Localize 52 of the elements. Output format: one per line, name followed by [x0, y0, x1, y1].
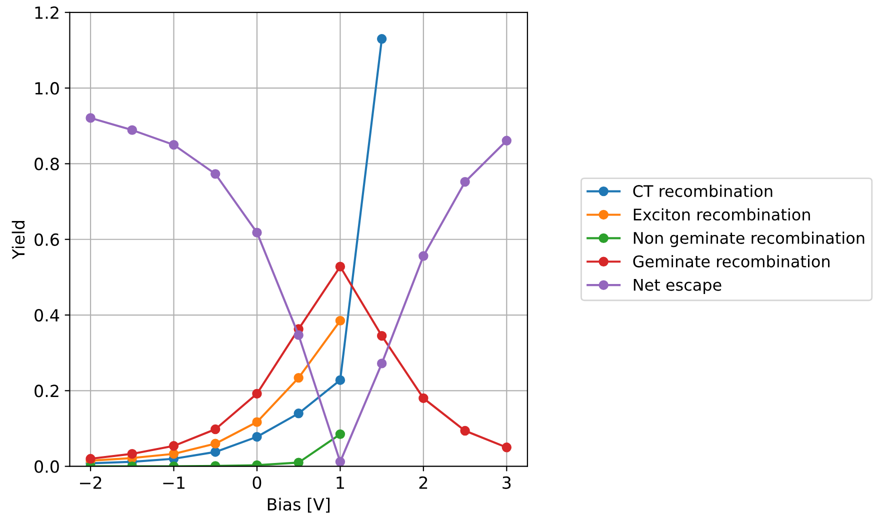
- point: [127, 448, 138, 459]
- x-axis-title: Bias [V]: [268, 498, 330, 513]
- x-tick-label: 3: [502, 476, 511, 489]
- y-tick-label: 1.2: [35, 6, 58, 19]
- point: [294, 372, 304, 383]
- point: [294, 330, 304, 340]
- x-tick-label: −2: [80, 476, 102, 489]
- point: [502, 442, 512, 452]
- point: [294, 458, 304, 466]
- point: [335, 316, 346, 326]
- point: [335, 375, 346, 385]
- point: [168, 448, 179, 459]
- point: [502, 136, 512, 146]
- y-tick-label: 0.6: [34, 233, 59, 246]
- point: [168, 441, 179, 451]
- point: [86, 113, 96, 123]
- x-tick-label: −1: [163, 476, 185, 489]
- point: [210, 169, 220, 179]
- point: [210, 424, 220, 434]
- legend-label: Non geminate recombination: [634, 232, 864, 248]
- y-axis-title: Yield: [12, 221, 25, 260]
- legend-label: Geminate recombination: [633, 255, 830, 268]
- point: [210, 447, 220, 457]
- x-tick-label: 0: [252, 476, 262, 489]
- point: [376, 330, 387, 341]
- point: [460, 426, 470, 436]
- point: [376, 358, 387, 368]
- point: [376, 34, 387, 44]
- legend-label: Net escape: [634, 279, 722, 294]
- point: [252, 432, 262, 442]
- point: [294, 408, 304, 418]
- point: [335, 262, 346, 272]
- point: [252, 388, 262, 399]
- point: [335, 429, 346, 440]
- x-tick-label: 1: [336, 476, 344, 489]
- y-tick-label: 0.4: [34, 308, 60, 322]
- legend-label: CT recombination: [633, 184, 772, 198]
- point: [460, 177, 470, 187]
- y-tick-label: 1.0: [35, 82, 59, 95]
- point: [168, 140, 179, 150]
- point: [418, 251, 428, 261]
- point: [210, 438, 220, 448]
- x-tick-label: 2: [419, 476, 428, 489]
- legend-label: Exciton recombination: [634, 208, 810, 221]
- point: [127, 125, 138, 135]
- y-tick-label: 0.0: [34, 460, 59, 473]
- point: [252, 417, 262, 427]
- point: [418, 393, 428, 404]
- y-tick-label: 0.2: [34, 384, 58, 398]
- y-tick-label: 0.8: [34, 158, 59, 170]
- point: [335, 456, 346, 466]
- point: [252, 228, 262, 238]
